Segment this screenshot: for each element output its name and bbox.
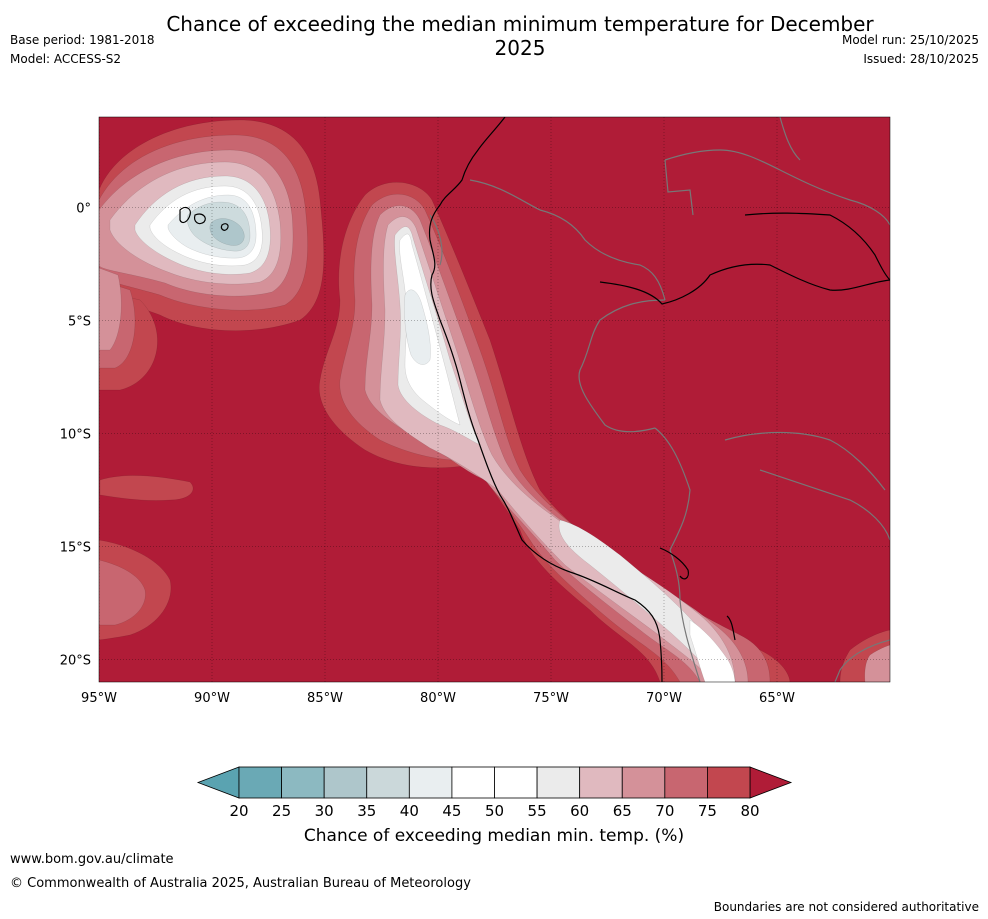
longitude-tick-label: 95°W bbox=[81, 691, 117, 706]
colorbar-segment bbox=[366, 766, 410, 799]
latitude-tick-label: 0° bbox=[76, 201, 91, 216]
colorbar-tick-label: 30 bbox=[315, 802, 334, 820]
longitude-tick-labels: 95°W 90°W 85°W 80°W 75°W 70°W 65°W bbox=[81, 691, 795, 706]
coastlines bbox=[179, 117, 890, 682]
map-area bbox=[99, 117, 890, 682]
colorbar-segment bbox=[323, 766, 368, 799]
latitude-tick-label: 5°S bbox=[68, 314, 91, 329]
colorbar-segment bbox=[579, 766, 623, 799]
map-title: Chance of exceeding the median minimum t… bbox=[166, 12, 874, 60]
longitude-tick-label: 90°W bbox=[194, 691, 230, 706]
colorbar-tick-label: 25 bbox=[272, 802, 291, 820]
latitude-tick-label: 10°S bbox=[60, 427, 91, 442]
colorbar-tick-label: 40 bbox=[400, 802, 419, 820]
colorbar-tick-label: 75 bbox=[698, 802, 717, 820]
colorbar-segment bbox=[451, 766, 495, 799]
colorbar-tick-label: 35 bbox=[357, 802, 376, 820]
colorbar-segment bbox=[536, 766, 581, 799]
colorbar-segment bbox=[281, 766, 325, 799]
contour-region-galapagos bbox=[99, 119, 324, 391]
colorbar-segment bbox=[664, 766, 708, 799]
model-run-label: Model run: 25/10/2025 bbox=[841, 33, 979, 47]
colorbar-over-arrow bbox=[749, 766, 793, 799]
colorbar-tick-label: 70 bbox=[655, 802, 674, 820]
footer-url: www.bom.gov.au/climate bbox=[10, 852, 174, 867]
footer-copyright: © Commonwealth of Australia 2025, Austra… bbox=[10, 876, 471, 891]
latitude-tick-labels: 0° 5°S 10°S 15°S 20°S bbox=[60, 201, 91, 668]
colorbar-tick-label: 80 bbox=[740, 802, 759, 820]
colorbar-tick-label: 55 bbox=[528, 802, 547, 820]
colorbar-tick-label: 20 bbox=[229, 802, 248, 820]
map-frame bbox=[98, 116, 891, 683]
colorbar-tick-label: 45 bbox=[442, 802, 461, 820]
model-label: Model: ACCESS-S2 bbox=[10, 52, 122, 66]
graticule-lines bbox=[99, 117, 890, 682]
colorbar-title: Chance of exceeding median min. temp. (%… bbox=[303, 826, 685, 846]
colorbar-segment bbox=[408, 766, 453, 799]
footer-note: Boundaries are not considered authoritat… bbox=[713, 900, 979, 914]
longitude-tick-label: 80°W bbox=[420, 691, 456, 706]
country-borders bbox=[429, 117, 890, 682]
colorbar-segment bbox=[621, 766, 666, 799]
longitude-tick-label: 70°W bbox=[646, 691, 682, 706]
longitude-tick-label: 65°W bbox=[759, 691, 795, 706]
contour-region-southeast bbox=[99, 475, 890, 682]
latitude-tick-label: 20°S bbox=[60, 653, 91, 668]
colorbar-tick-label: 65 bbox=[613, 802, 632, 820]
longitude-tick-label: 75°W bbox=[533, 691, 569, 706]
colorbar-segment bbox=[707, 766, 751, 799]
latitude-tick-label: 15°S bbox=[60, 540, 91, 555]
colorbar-segment bbox=[238, 766, 282, 799]
contour-region-coastal-band bbox=[318, 182, 791, 682]
colorbar-tick-label: 60 bbox=[570, 802, 589, 820]
colorbar: 20 25 30 35 40 45 50 55 60 65 70 75 80 bbox=[196, 766, 793, 820]
colorbar-tick-label: 50 bbox=[485, 802, 504, 820]
colorbar-under-arrow bbox=[196, 766, 240, 799]
longitude-tick-label: 85°W bbox=[307, 691, 343, 706]
issued-label: Issued: 28/10/2025 bbox=[863, 52, 979, 66]
base-period-label: Base period: 1981-2018 bbox=[10, 33, 155, 47]
colorbar-segment bbox=[494, 766, 538, 799]
